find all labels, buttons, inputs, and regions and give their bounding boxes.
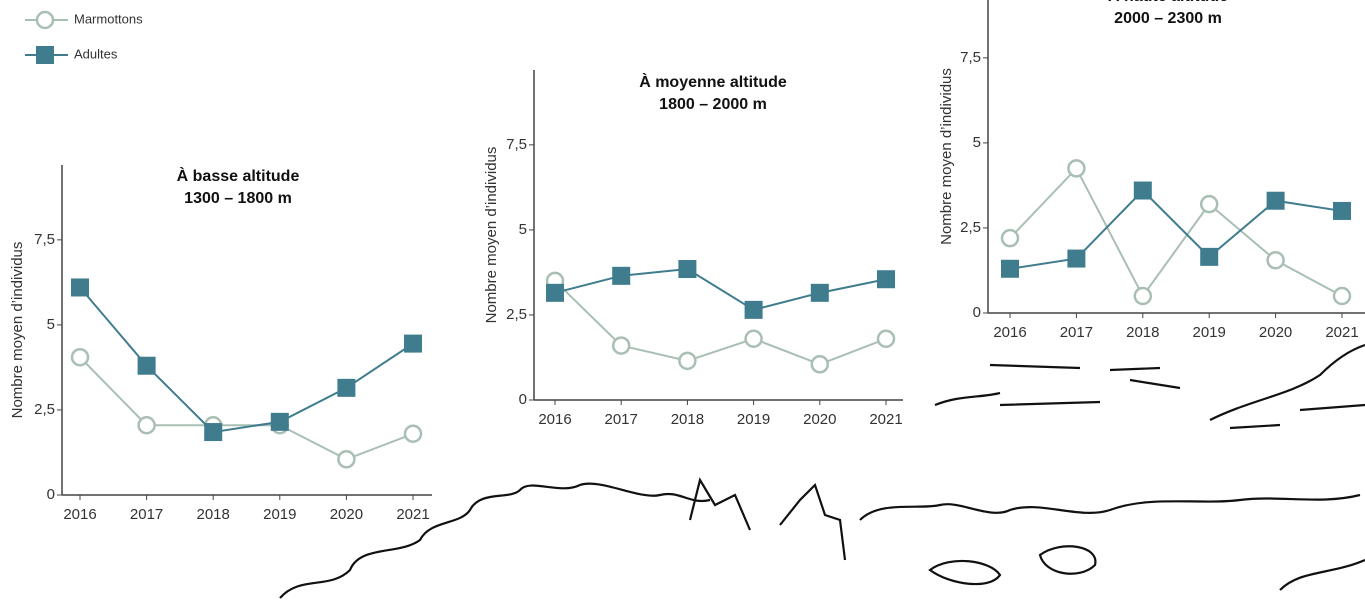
series-line [1009,166,1343,298]
x-tick-label: 2020 [803,411,836,428]
series-line [1009,189,1343,270]
x-tick-label: 2017 [1060,324,1093,341]
x-tick-label: 2019 [263,506,296,523]
x-tick-label: 2019 [1193,324,1226,341]
series-line [554,267,887,311]
marker [810,355,830,374]
y-tick-label: 0 [973,304,981,321]
y-tick-label: 5 [973,134,981,151]
y-axis-label: Nombre moyen d’individus [483,147,500,324]
decoration [279,343,1365,599]
series-line [554,280,887,366]
marker [1266,191,1285,210]
legend: Marmottons Adultes [25,10,143,64]
y-tick-label: 0 [47,486,55,503]
x-tick-label: 2020 [1259,324,1292,341]
x-tick-label: 2018 [197,506,230,523]
marker [546,283,564,302]
marker [1001,259,1019,278]
marker [1133,181,1152,200]
marker [744,300,763,319]
marker [1200,247,1219,266]
marker [678,260,697,279]
marker [877,270,895,289]
marker [810,283,829,302]
x-tick-label: 2018 [1126,324,1159,341]
marker [204,423,223,442]
marker [612,266,631,285]
y-axis-label: Nombre moyen d’individus [938,68,955,245]
marker [678,351,697,371]
chart-subtitle: 1300 – 1800 m [184,190,292,207]
chart-title: À moyenne altitude [639,72,787,91]
marker [137,356,156,375]
marker [1067,159,1086,178]
x-tick-label: 2021 [396,506,429,523]
legend-marker [36,46,54,64]
y-tick-label: 2,5 [506,306,527,323]
marker [1133,286,1153,306]
chart: 0 2,5 5 7,5 2016 2017 2018 2019 2020 2021 Nombre m… [483,70,903,428]
x-tick-label: 2017 [130,506,163,523]
y-tick-label: 2,5 [34,401,55,418]
chart: 0 2,5 5 7,5 2016 2017 2018 2019 2020 2021 Nombre m… [9,165,432,523]
marker [744,329,763,349]
x-tick-label: 2016 [993,324,1026,341]
x-tick-label: 2019 [737,411,770,428]
marker [337,378,356,397]
y-axis-label: Nombre moyen d’individus [9,242,26,419]
series-line [79,356,414,461]
marker [1067,249,1086,268]
marker [403,424,423,444]
marker [270,412,289,431]
marker [337,450,356,469]
marker [1333,201,1351,220]
legend-label: Marmottons [74,11,143,26]
marker [876,329,896,349]
y-tick-label: 7,5 [960,49,981,66]
y-tick-label: 2,5 [960,219,981,236]
x-tick-label: 2021 [869,411,902,428]
y-tick-label: 0 [519,391,527,408]
chart-title: À basse altitude [177,166,300,185]
x-tick-label: 2017 [605,411,638,428]
x-tick-label: 2018 [671,411,704,428]
marker [611,336,631,355]
chart-subtitle: 1800 – 2000 m [659,96,767,113]
chart-subtitle: 2000 – 2300 m [1114,10,1222,27]
y-tick-label: 7,5 [34,231,55,248]
marker [1000,228,1020,248]
chart: 0 2,5 5 7,5 2016 2017 2018 2019 2020 2021 Nombre m… [938,0,1365,341]
chart-title: À haute altitude [1108,0,1228,5]
marker [70,347,90,367]
series-line [79,286,414,434]
x-tick-label: 2021 [1325,324,1358,341]
y-tick-label: 5 [519,221,527,238]
x-tick-label: 2020 [330,506,363,523]
x-tick-label: 2016 [538,411,571,428]
y-tick-label: 5 [47,316,55,333]
marker [404,334,422,353]
y-tick-label: 7,5 [506,136,527,153]
marker [1332,286,1352,306]
marker [1266,251,1285,270]
marker [71,278,89,297]
marker [137,416,156,435]
x-tick-label: 2016 [63,506,96,523]
marker [1199,194,1219,214]
legend-label: Adultes [74,46,118,61]
legend-marker [35,10,55,30]
